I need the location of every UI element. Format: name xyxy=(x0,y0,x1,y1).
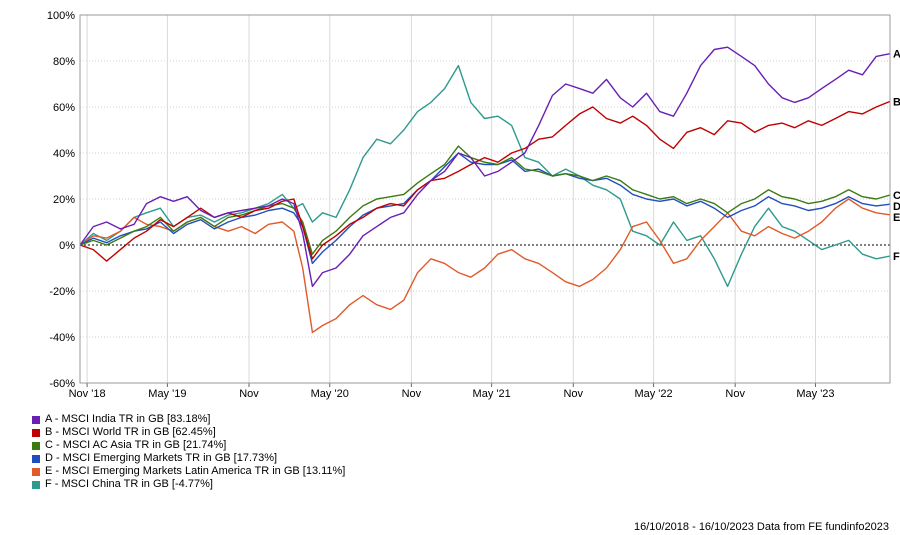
x-tick-label: May '21 xyxy=(473,388,511,400)
legend-label: E - MSCI Emerging Markets Latin America … xyxy=(45,465,346,477)
legend-item-b: B - MSCI World TR in GB [62.45%] xyxy=(32,426,345,439)
series-line-f xyxy=(79,64,891,288)
x-tick-label: May '20 xyxy=(311,388,349,400)
x-tick-label: Nov '18 xyxy=(69,388,106,400)
y-tick-label: 0% xyxy=(59,240,75,252)
legend-label: F - MSCI China TR in GB [-4.77%] xyxy=(45,478,213,490)
x-tick-label: Nov xyxy=(563,388,583,400)
legend-label: C - MSCI AC Asia TR in GB [21.74%] xyxy=(45,439,227,451)
legend-item-d: D - MSCI Emerging Markets TR in GB [17.7… xyxy=(32,452,345,465)
legend-label: A - MSCI India TR in GB [83.18%] xyxy=(45,413,211,425)
series-line-c xyxy=(79,145,891,255)
y-tick-label: 80% xyxy=(53,56,75,68)
x-tick-label: May '19 xyxy=(148,388,186,400)
legend-label: D - MSCI Emerging Markets TR in GB [17.7… xyxy=(45,452,278,464)
y-tick-label: 40% xyxy=(53,148,75,160)
series-line-a xyxy=(79,46,891,288)
legend-label: B - MSCI World TR in GB [62.45%] xyxy=(45,426,216,438)
x-tick-label: May '23 xyxy=(796,388,834,400)
series-line-e xyxy=(79,198,891,334)
x-tick-label: Nov xyxy=(402,388,422,400)
y-tick-label: 20% xyxy=(53,194,75,206)
y-tick-label: -20% xyxy=(49,286,75,298)
legend-item-c: C - MSCI AC Asia TR in GB [21.74%] xyxy=(32,439,345,452)
line-chart: 100% 80% 60% 40% 20% 0% -20% -40% -60% Nov '18 Ma… xyxy=(47,10,900,400)
footer-date-range: 16/10/2018 - 16/10/2023 Data from FE fun… xyxy=(633,521,889,533)
y-tick-label: -40% xyxy=(49,332,75,344)
y-tick-label: -60% xyxy=(49,378,75,390)
series-lines xyxy=(79,46,891,334)
end-label-f: F xyxy=(893,251,900,263)
legend-swatch xyxy=(32,480,40,489)
x-axis: Nov '18 May '19 Nov May '20 Nov May '21 Nov May… xyxy=(69,383,835,400)
end-labels: A B CDE F xyxy=(893,49,900,263)
legend-swatch xyxy=(32,428,40,437)
legend-item-a: A - MSCI India TR in GB [83.18%] xyxy=(32,413,345,426)
end-label-c: C xyxy=(893,190,900,202)
legend-item-f: F - MSCI China TR in GB [-4.77%] xyxy=(32,478,345,491)
end-label-b: B xyxy=(893,96,900,108)
legend-swatch xyxy=(32,441,40,450)
end-label-e: E xyxy=(893,212,900,224)
x-tick-label: Nov xyxy=(725,388,745,400)
series-line-b xyxy=(79,100,891,262)
legend-swatch xyxy=(32,467,40,476)
grid xyxy=(80,15,890,383)
end-label-a: A xyxy=(893,49,900,61)
legend-swatch xyxy=(32,454,40,463)
plot-frame xyxy=(79,14,891,384)
end-label-d: D xyxy=(893,201,900,213)
y-axis: 100% 80% 60% 40% 20% 0% -20% -40% -60% xyxy=(47,10,75,390)
y-tick-label: 60% xyxy=(53,102,75,114)
legend: A - MSCI India TR in GB [83.18%] B - MSCI… xyxy=(32,413,345,491)
x-tick-label: May '22 xyxy=(634,388,672,400)
legend-swatch xyxy=(32,415,40,424)
x-tick-label: Nov xyxy=(239,388,259,400)
y-tick-label: 100% xyxy=(47,10,75,22)
legend-item-e: E - MSCI Emerging Markets Latin America … xyxy=(32,465,345,478)
series-line-d xyxy=(79,152,891,265)
